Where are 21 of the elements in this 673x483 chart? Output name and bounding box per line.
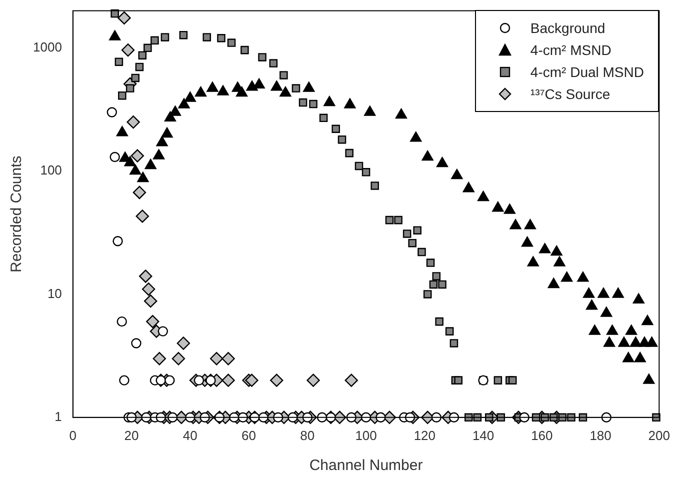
legend-label: ¹³⁷Cs Source: [530, 86, 610, 102]
x-axis-title: Channel Number: [309, 457, 423, 474]
x-tick-label: 100: [355, 428, 377, 443]
x-tick-label: 120: [414, 428, 436, 443]
legend-label: Background: [530, 20, 606, 36]
x-tick-label: 180: [590, 428, 612, 443]
x-tick-label: 60: [242, 428, 256, 443]
x-tick-label: 80: [300, 428, 315, 443]
y-tick-label: 1000: [33, 39, 62, 54]
legend-label: 4-cm² MSND: [530, 42, 612, 58]
legend-label: 4-cm² Dual MSND: [530, 64, 644, 80]
x-tick-label: 0: [69, 428, 77, 443]
y-axis-title: Recorded Counts: [8, 156, 26, 272]
y-tick-label: 10: [47, 286, 62, 301]
x-tick-label: 140: [472, 428, 494, 443]
x-tick-label: 20: [124, 428, 139, 443]
x-tick-label: 200: [648, 428, 670, 443]
y-tick-label: 1: [54, 408, 62, 424]
y-tick-label: 100: [40, 162, 62, 178]
x-tick-label: 160: [531, 428, 553, 443]
x-tick-label: 40: [182, 428, 198, 443]
